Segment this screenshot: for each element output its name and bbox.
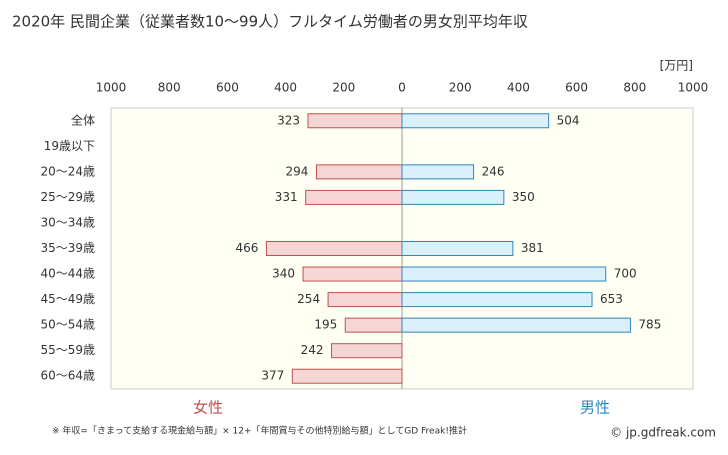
unit-label: [万円] bbox=[660, 59, 693, 73]
bar bbox=[327, 292, 403, 308]
y-tick-label: 60〜64歳 bbox=[40, 369, 95, 383]
y-tick-label: 20〜24歳 bbox=[40, 164, 95, 178]
bar bbox=[307, 113, 403, 129]
value-label: 785 bbox=[638, 318, 661, 332]
bar bbox=[265, 241, 403, 256]
value-label: 246 bbox=[482, 164, 505, 178]
source: © jp.gdfreak.com bbox=[610, 426, 716, 440]
note: ※ 年収=「きまって支給する現金給与額」× 12+「年間賞与その他特別給与額」と… bbox=[52, 425, 467, 437]
y-tick-label: 30〜34歳 bbox=[40, 215, 95, 229]
x-tick-label: 400 bbox=[507, 81, 530, 95]
bar bbox=[344, 317, 403, 333]
y-tick-label: 35〜39歳 bbox=[40, 241, 95, 255]
y-tick-label: 55〜59歳 bbox=[40, 343, 95, 357]
x-tick-label: 800 bbox=[623, 81, 646, 95]
legend-label: 女性 bbox=[193, 399, 223, 417]
value-label: 377 bbox=[261, 369, 284, 383]
x-tick-label: 200 bbox=[449, 81, 472, 95]
bar bbox=[401, 189, 505, 205]
bar bbox=[401, 164, 475, 180]
bar bbox=[401, 113, 550, 129]
y-tick-label: 25〜29歳 bbox=[40, 190, 95, 204]
value-label: 381 bbox=[521, 241, 544, 255]
value-label: 323 bbox=[277, 113, 300, 127]
x-tick-label: 200 bbox=[332, 81, 355, 95]
x-tick-label: 800 bbox=[158, 81, 181, 95]
x-tick-label: 600 bbox=[565, 81, 588, 95]
bar bbox=[302, 266, 403, 282]
bar bbox=[401, 292, 593, 308]
value-label: 653 bbox=[600, 292, 623, 306]
y-tick-label: 全体 bbox=[71, 112, 95, 127]
value-label: 254 bbox=[297, 292, 320, 306]
bar bbox=[401, 241, 514, 256]
x-tick-label: 0 bbox=[398, 81, 406, 95]
x-tick-label: 1000 bbox=[96, 81, 127, 95]
x-tick-label: 1000 bbox=[678, 81, 709, 95]
value-label: 242 bbox=[301, 343, 324, 357]
bar bbox=[305, 189, 403, 205]
bar bbox=[331, 343, 403, 359]
chart-title: 2020年 民間企業（従業者数10〜99人）フルタイム労働者の男女別平均年収 bbox=[12, 13, 528, 31]
value-label: 331 bbox=[275, 190, 298, 204]
bar bbox=[401, 317, 631, 333]
y-tick-label: 50〜54歳 bbox=[40, 318, 95, 332]
bar bbox=[401, 266, 607, 282]
y-tick-label: 40〜44歳 bbox=[40, 267, 95, 281]
legend-label: 男性 bbox=[580, 399, 610, 417]
y-tick-label: 19歳以下 bbox=[44, 139, 95, 153]
value-label: 504 bbox=[557, 113, 580, 127]
x-tick-label: 400 bbox=[274, 81, 297, 95]
value-label: 700 bbox=[614, 267, 637, 281]
value-label: 466 bbox=[235, 241, 258, 255]
bar bbox=[291, 368, 403, 384]
x-tick-label: 600 bbox=[216, 81, 239, 95]
value-label: 340 bbox=[272, 267, 295, 281]
value-label: 350 bbox=[512, 190, 535, 204]
bar bbox=[315, 164, 403, 180]
value-label: 294 bbox=[286, 164, 309, 178]
y-tick-label: 45〜49歳 bbox=[40, 292, 95, 306]
value-label: 195 bbox=[314, 318, 337, 332]
